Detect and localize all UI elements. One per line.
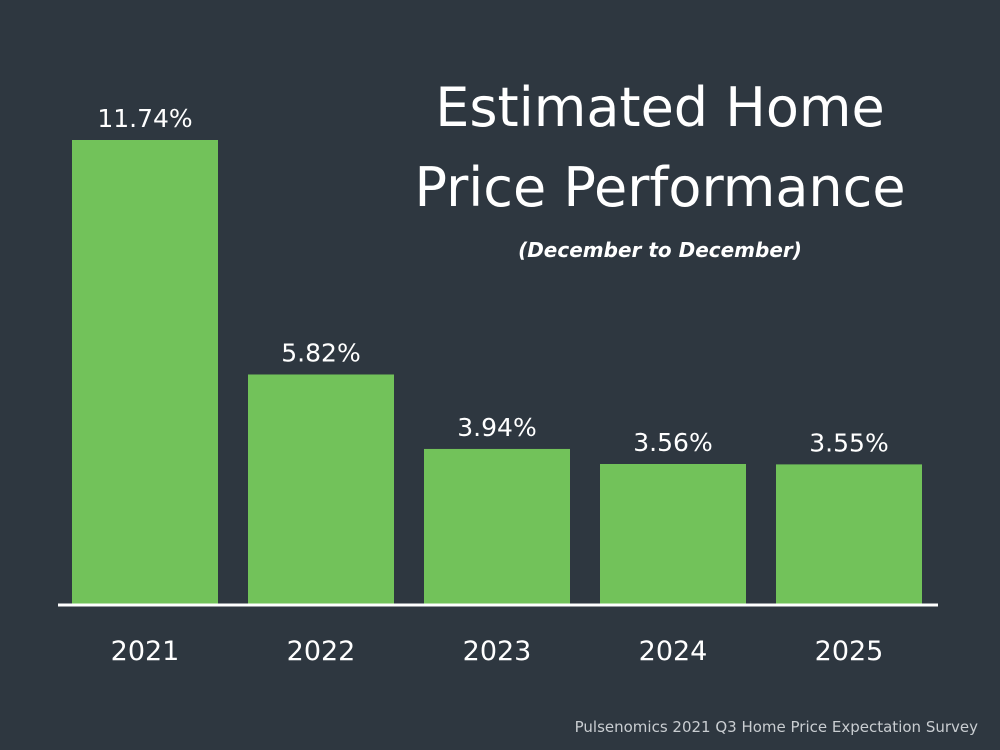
chart-title-line-1: Estimated Home [435, 76, 885, 139]
x-tick-label-2024: 2024 [639, 636, 708, 667]
x-tick-label-2021: 2021 [111, 636, 180, 667]
bar-2024 [600, 463, 746, 605]
data-label-2023: 3.94% [457, 413, 536, 442]
data-label-2024: 3.56% [633, 428, 712, 457]
chart-subtitle: (December to December) [518, 238, 802, 262]
chart-title-line-2: Price Performance [414, 156, 906, 219]
x-tick-label-2025: 2025 [815, 636, 884, 667]
x-tick-label-2022: 2022 [287, 636, 356, 667]
data-label-2025: 3.55% [809, 428, 888, 457]
x-tick-label-2023: 2023 [463, 636, 532, 667]
data-label-2021: 11.74% [97, 104, 192, 133]
bar-2023 [424, 448, 570, 605]
bar-2022 [248, 374, 394, 605]
bar-2021 [72, 140, 218, 605]
data-label-2022: 5.82% [281, 338, 360, 367]
bar-2025 [776, 464, 922, 605]
chart-title-block: Estimated Home Price Performance (Decemb… [395, 68, 925, 262]
source-note: Pulsenomics 2021 Q3 Home Price Expectati… [574, 718, 978, 736]
